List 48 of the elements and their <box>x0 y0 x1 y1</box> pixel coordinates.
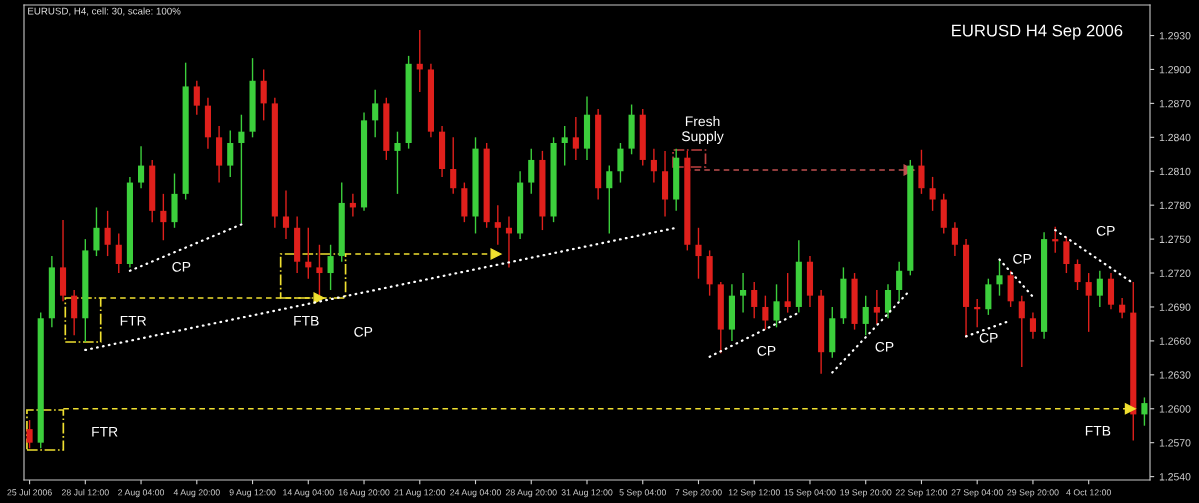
annotation: CP <box>1096 225 1115 236</box>
y-tick-label: 1.2930 <box>1159 32 1191 40</box>
y-tick-label: 1.2600 <box>1159 405 1191 413</box>
x-tick-label: 22 Sep 12:00 <box>895 489 948 498</box>
annotation: FTB <box>1085 426 1111 436</box>
annotation: Fresh Supply <box>681 116 724 144</box>
annotation: CP <box>979 332 998 343</box>
x-tick-label: 19 Sep 20:00 <box>840 489 892 498</box>
x-tick-label: 27 Sep 04:00 <box>951 489 1003 498</box>
x-tick-label: 24 Aug 04:00 <box>450 489 501 498</box>
annotation: CP <box>1013 253 1032 264</box>
y-tick-label: 1.2660 <box>1159 337 1191 345</box>
y-tick-label: 1.2840 <box>1159 133 1191 142</box>
annotation: CP <box>172 261 191 272</box>
y-tick-label: 1.2750 <box>1159 235 1191 243</box>
y-tick-label: 1.2720 <box>1159 269 1191 277</box>
x-tick-label: 28 Jul 12:00 <box>61 489 109 496</box>
x-tick-label: 9 Aug 12:00 <box>229 489 276 498</box>
annotation: FTB <box>294 316 319 326</box>
annotation: FTR <box>120 316 147 326</box>
x-tick-label: 29 Sep 20:00 <box>1007 489 1059 498</box>
y-tick-label: 1.2780 <box>1159 201 1191 210</box>
annotation: FTR <box>92 427 118 437</box>
y-tick-label: 1.2570 <box>1159 439 1191 447</box>
x-tick-label: 5 Sep 04:00 <box>619 489 666 498</box>
x-tick-label: 16 Aug 20:00 <box>338 489 390 498</box>
x-tick-label: 21 Aug 12:00 <box>394 489 446 498</box>
annotation: CP <box>354 326 373 337</box>
y-tick-label: 1.2810 <box>1159 167 1191 176</box>
x-tick-label: 2 Aug 04:00 <box>118 489 165 498</box>
y-tick-label: 1.2690 <box>1159 303 1191 311</box>
x-tick-label: 15 Sep 04:00 <box>784 489 836 498</box>
x-tick-label: 25 Jul 2006 <box>7 489 52 496</box>
y-tick-label: 1.2870 <box>1159 99 1191 108</box>
annotation: CP <box>875 341 894 352</box>
y-tick-label: 1.2540 <box>1159 473 1191 481</box>
x-tick-label: 31 Aug 12:00 <box>561 489 613 498</box>
text: EURUSD H4 Sep 2006 <box>952 24 1123 40</box>
chart-subtitle: EURUSD, H4, cell: 30, scale: 100% <box>28 7 181 16</box>
x-tick-label: 14 Aug 04:00 <box>283 489 334 498</box>
x-tick-label: 12 Sep 12:00 <box>728 489 780 498</box>
y-tick-label: 1.2630 <box>1159 371 1191 379</box>
y-tick-label: 1.2900 <box>1159 65 1191 74</box>
x-tick-label: 28 Aug 20:00 <box>505 489 557 498</box>
x-tick-label: 7 Sep 20:00 <box>675 489 722 498</box>
x-tick-label: 4 Aug 20:00 <box>173 489 220 498</box>
annotation: CP <box>757 345 776 356</box>
x-tick-label: 4 Oct 12:00 <box>1066 489 1111 496</box>
